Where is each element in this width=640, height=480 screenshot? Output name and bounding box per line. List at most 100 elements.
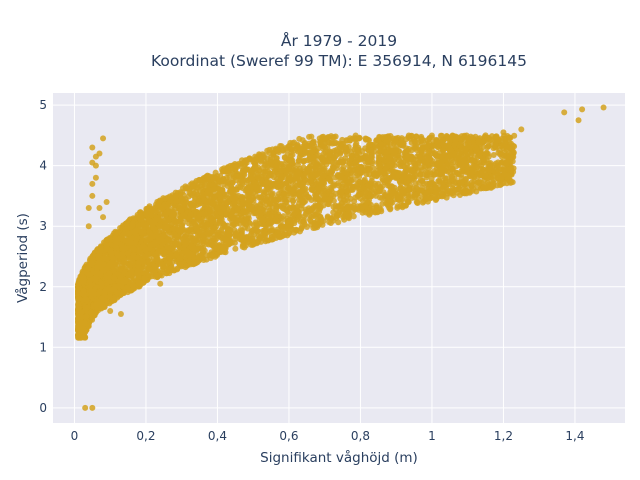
- cloud-point: [384, 201, 391, 208]
- cloud-point: [131, 246, 138, 253]
- cloud-point: [469, 166, 476, 173]
- cloud-point: [249, 236, 256, 243]
- cloud-point: [194, 231, 201, 238]
- cloud-point: [456, 160, 463, 167]
- cloud-point: [203, 238, 210, 245]
- cloud-point: [262, 236, 269, 243]
- cloud-point: [395, 157, 402, 164]
- cloud-point: [313, 180, 320, 187]
- cloud-point: [350, 213, 357, 220]
- cloud-point: [309, 147, 316, 154]
- cloud-point: [296, 154, 303, 161]
- cloud-point: [306, 133, 313, 140]
- cloud-point: [268, 161, 275, 168]
- cloud-point: [508, 164, 515, 171]
- cloud-point: [311, 160, 318, 167]
- cloud-point: [440, 193, 447, 200]
- cloud-point: [380, 171, 387, 178]
- cloud-point: [213, 223, 220, 230]
- cloud-point: [419, 178, 426, 185]
- cloud-point: [147, 235, 154, 242]
- cloud-point: [315, 185, 322, 192]
- cloud-point: [485, 142, 492, 149]
- cloud-point: [129, 259, 136, 266]
- cloud-point: [427, 195, 434, 202]
- cloud-point: [251, 231, 258, 238]
- cloud-point: [412, 138, 419, 145]
- cloud-point: [257, 201, 264, 208]
- cloud-point: [317, 203, 324, 210]
- cloud-point: [326, 219, 333, 226]
- cloud-point: [422, 195, 429, 202]
- cloud-point: [380, 189, 387, 196]
- cloud-point: [508, 140, 515, 147]
- cloud-point: [495, 164, 502, 171]
- cloud-point: [328, 139, 335, 146]
- cloud-point: [329, 159, 336, 166]
- cloud-point: [328, 188, 335, 195]
- cloud-point: [256, 187, 263, 194]
- cloud-point: [445, 181, 452, 188]
- cloud-point: [227, 162, 234, 169]
- cloud-point: [198, 222, 205, 229]
- cloud-point: [433, 138, 440, 145]
- cloud-point: [256, 234, 263, 241]
- cloud-point: [301, 157, 308, 164]
- cloud-point: [433, 152, 440, 159]
- cloud-point: [334, 148, 341, 155]
- cloud-point: [387, 132, 394, 139]
- cloud-point: [315, 145, 322, 152]
- cloud-point: [451, 175, 458, 182]
- cloud-point: [207, 216, 214, 223]
- cloud-point: [420, 137, 427, 144]
- cloud-point: [253, 156, 260, 163]
- cloud-point: [264, 147, 271, 154]
- cloud-point: [119, 262, 126, 269]
- cloud-point: [204, 189, 211, 196]
- cloud-point: [199, 234, 206, 241]
- cloud-point: [344, 151, 351, 158]
- cloud-point: [319, 156, 326, 163]
- cloud-point: [273, 205, 280, 212]
- cloud-point: [437, 132, 444, 139]
- cloud-point: [442, 175, 449, 182]
- cloud-point: [242, 224, 249, 231]
- cloud-point: [296, 165, 303, 172]
- cloud-point: [439, 179, 446, 186]
- cloud-point: [458, 133, 465, 140]
- cloud-point: [301, 186, 308, 193]
- cloud-point: [406, 184, 413, 191]
- cloud-point: [475, 137, 482, 144]
- cloud-point: [317, 138, 324, 145]
- cloud-point: [418, 187, 425, 194]
- cloud-point: [166, 259, 173, 266]
- cloud-point: [146, 230, 153, 237]
- cloud-point: [359, 209, 366, 216]
- cloud-point: [339, 200, 346, 207]
- cloud-point: [339, 136, 346, 143]
- cloud-point: [159, 206, 166, 213]
- cloud-point: [394, 203, 401, 210]
- cloud-point: [289, 226, 296, 233]
- cloud-point: [446, 188, 453, 195]
- cloud-point: [256, 228, 263, 235]
- cloud-point: [265, 204, 272, 211]
- cloud-point: [338, 185, 345, 192]
- cloud-point: [190, 202, 197, 209]
- cloud-point: [295, 192, 302, 199]
- cloud-point: [166, 245, 173, 252]
- cloud-point: [426, 169, 433, 176]
- cloud-point: [399, 162, 406, 169]
- cloud-point: [219, 187, 226, 194]
- cloud-point: [269, 146, 276, 153]
- cloud-point: [332, 174, 339, 181]
- cloud-point: [291, 210, 298, 217]
- cloud-point: [394, 195, 401, 202]
- cloud-point: [485, 153, 492, 160]
- cloud-point: [269, 190, 276, 197]
- cloud-point: [366, 141, 373, 148]
- cloud-point: [443, 133, 450, 140]
- cloud-point: [98, 280, 105, 287]
- cloud-point: [458, 179, 465, 186]
- cloud-point: [113, 244, 120, 251]
